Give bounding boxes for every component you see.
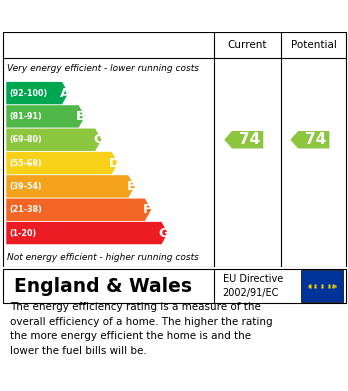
Polygon shape <box>6 152 118 174</box>
Polygon shape <box>290 131 329 149</box>
Text: The energy efficiency rating is a measure of the
overall efficiency of a home. T: The energy efficiency rating is a measur… <box>10 303 273 356</box>
Text: England & Wales: England & Wales <box>14 276 192 296</box>
Text: (55-68): (55-68) <box>9 159 42 168</box>
Polygon shape <box>6 222 168 244</box>
Bar <box>301 270 343 302</box>
Text: G: G <box>159 226 169 240</box>
Polygon shape <box>6 105 85 127</box>
Text: Energy Efficiency Rating: Energy Efficiency Rating <box>10 7 239 25</box>
Polygon shape <box>224 131 263 149</box>
Text: EU Directive
2002/91/EC: EU Directive 2002/91/EC <box>223 274 283 298</box>
Text: (81-91): (81-91) <box>9 112 42 121</box>
Text: 74: 74 <box>305 132 326 147</box>
Text: Very energy efficient - lower running costs: Very energy efficient - lower running co… <box>7 64 199 73</box>
Text: D: D <box>109 156 120 170</box>
Text: Current: Current <box>228 40 267 50</box>
Text: (39-54): (39-54) <box>9 182 42 191</box>
Polygon shape <box>6 199 151 221</box>
Text: (21-38): (21-38) <box>9 205 42 214</box>
Text: Not energy efficient - higher running costs: Not energy efficient - higher running co… <box>7 253 199 262</box>
Text: C: C <box>93 133 103 146</box>
Text: (69-80): (69-80) <box>9 135 42 144</box>
Polygon shape <box>6 82 68 104</box>
Text: Potential: Potential <box>291 40 337 50</box>
Text: A: A <box>60 86 70 100</box>
Text: E: E <box>126 180 135 193</box>
Polygon shape <box>6 129 102 151</box>
Text: (1-20): (1-20) <box>9 229 36 238</box>
Polygon shape <box>6 175 135 197</box>
Text: F: F <box>143 203 152 216</box>
Text: 74: 74 <box>239 132 260 147</box>
Text: (92-100): (92-100) <box>9 89 47 98</box>
Text: B: B <box>76 110 86 123</box>
